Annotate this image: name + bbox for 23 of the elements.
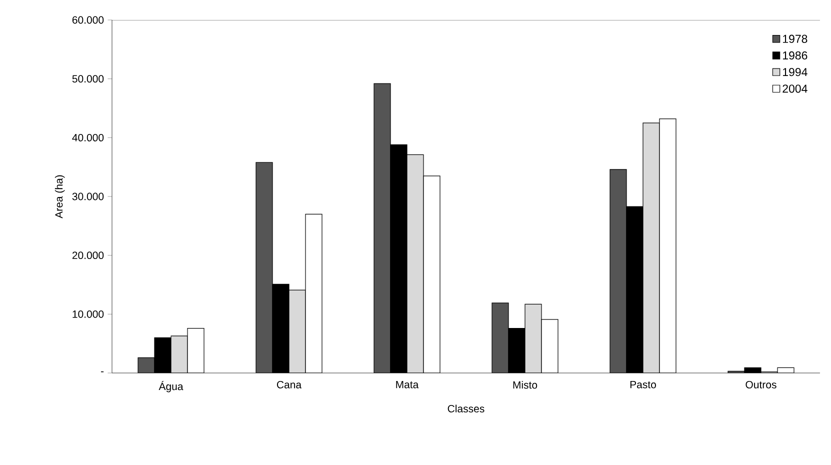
bar: [374, 84, 390, 373]
y-tick-label: 60.000: [72, 16, 104, 24]
y-tick-label: 50.000: [72, 75, 104, 83]
y-tick-label: 40.000: [72, 134, 104, 142]
y-tick-label: 20.000: [72, 252, 104, 260]
x-tick-label: Misto: [513, 380, 538, 389]
x-tick-label: Outros: [746, 380, 776, 388]
x-axis-title: Classes: [448, 404, 484, 412]
bar: [256, 162, 273, 373]
x-tick-label: Água: [158, 380, 184, 392]
x-tick-label: Pasto: [630, 380, 656, 388]
legend-label: 1978: [783, 34, 808, 43]
x-tick-label: Cana: [276, 380, 302, 388]
bar: [492, 302, 508, 373]
y-tick-label: 10.000: [72, 310, 104, 318]
bar: [610, 169, 626, 373]
y-tick-label: -: [101, 371, 104, 372]
x-tick-label: Mata: [396, 380, 419, 388]
y-axis-title: Area (ha): [54, 175, 65, 218]
y-tick-label: 30.000: [72, 192, 104, 200]
legend-label: 2004: [782, 84, 808, 93]
legend-label: 1994: [783, 68, 808, 76]
legend-label: 1986: [783, 51, 808, 60]
